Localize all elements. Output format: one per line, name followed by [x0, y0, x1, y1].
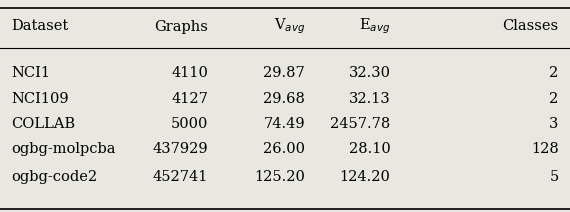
- Text: Graphs: Graphs: [154, 20, 208, 33]
- Text: V$_{\mathit{avg}}$: V$_{\mathit{avg}}$: [274, 17, 305, 36]
- Text: ogbg-code2: ogbg-code2: [11, 170, 97, 184]
- Text: 128: 128: [531, 142, 559, 156]
- Text: 29.68: 29.68: [263, 92, 305, 106]
- Text: 125.20: 125.20: [254, 170, 305, 184]
- Text: 2: 2: [549, 66, 559, 80]
- Text: 32.13: 32.13: [349, 92, 390, 106]
- Text: 28.10: 28.10: [349, 142, 390, 156]
- Text: 5000: 5000: [170, 117, 208, 131]
- Text: COLLAB: COLLAB: [11, 117, 75, 131]
- Text: 4110: 4110: [171, 66, 208, 80]
- Text: 74.49: 74.49: [263, 117, 305, 131]
- Text: ogbg-molpcba: ogbg-molpcba: [11, 142, 116, 156]
- Text: 124.20: 124.20: [340, 170, 390, 184]
- Text: 32.30: 32.30: [348, 66, 390, 80]
- Text: 29.87: 29.87: [263, 66, 305, 80]
- Text: 437929: 437929: [152, 142, 208, 156]
- Text: NCI1: NCI1: [11, 66, 50, 80]
- Text: 3: 3: [549, 117, 559, 131]
- Text: 4127: 4127: [171, 92, 208, 106]
- Text: 2: 2: [549, 92, 559, 106]
- Text: 452741: 452741: [153, 170, 208, 184]
- Text: Dataset: Dataset: [11, 20, 68, 33]
- Text: E$_{\mathit{avg}}$: E$_{\mathit{avg}}$: [359, 17, 390, 36]
- Text: 26.00: 26.00: [263, 142, 305, 156]
- Text: Classes: Classes: [503, 20, 559, 33]
- Text: 5: 5: [549, 170, 559, 184]
- Text: 2457.78: 2457.78: [330, 117, 390, 131]
- Text: NCI109: NCI109: [11, 92, 69, 106]
